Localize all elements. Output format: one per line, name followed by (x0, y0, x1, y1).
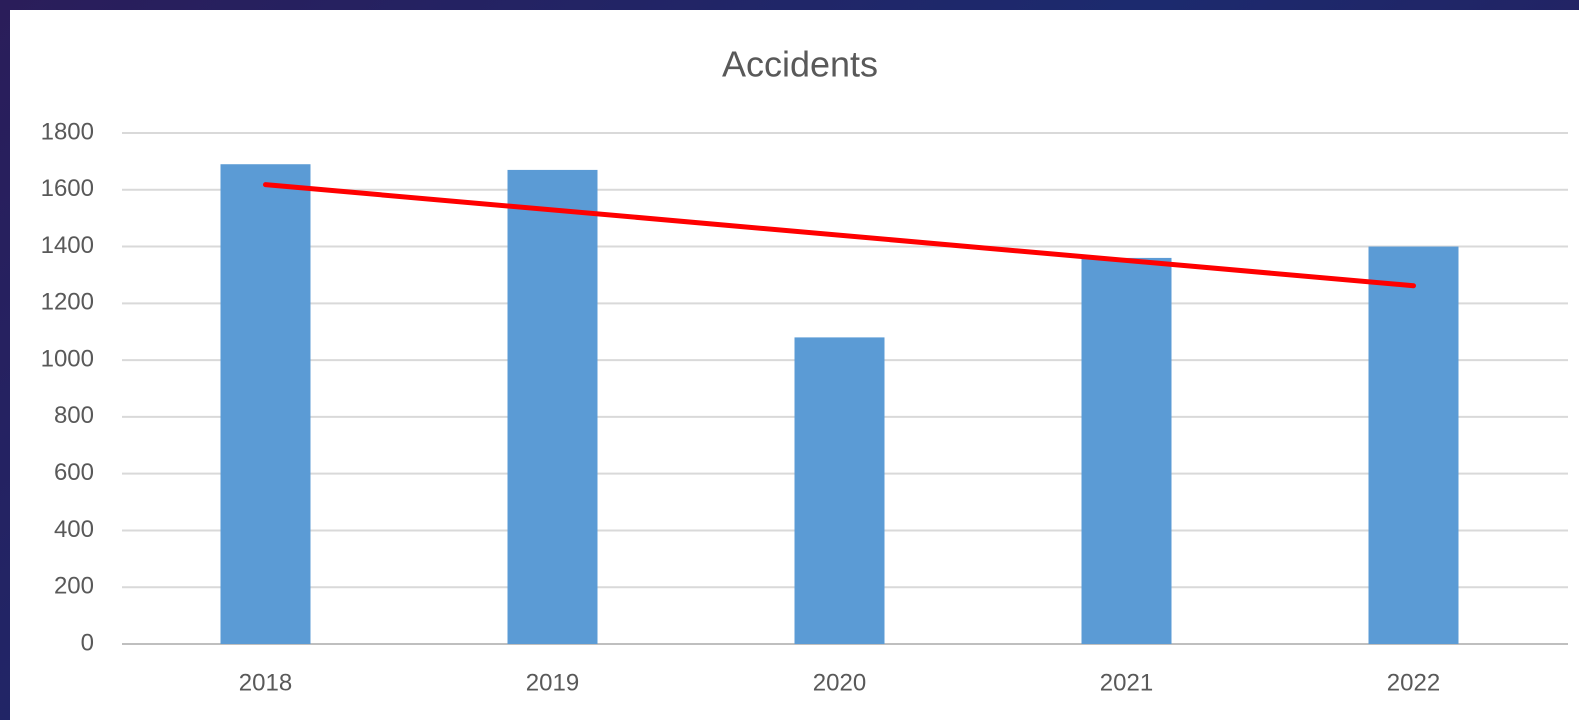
bar (794, 337, 885, 644)
x-tick-label: 2019 (526, 669, 579, 696)
y-tick-label: 600 (54, 459, 94, 486)
x-tick-label: 2020 (813, 669, 866, 696)
bar (220, 164, 311, 644)
y-tick-label: 400 (54, 516, 94, 543)
y-tick-label: 1600 (41, 175, 94, 202)
y-tick-label: 200 (54, 573, 94, 600)
y-tick-label: 0 (81, 629, 94, 656)
y-tick-label: 1800 (41, 118, 94, 145)
chart-title: Accidents (722, 44, 878, 85)
y-tick-label: 1000 (41, 345, 94, 372)
bar (1081, 257, 1172, 644)
y-tick-label: 1400 (41, 232, 94, 259)
x-tick-label: 2022 (1387, 669, 1440, 696)
trendline (263, 182, 1416, 289)
y-tick-label: 800 (54, 402, 94, 429)
x-tick-label: 2018 (239, 669, 292, 696)
y-tick-label: 1200 (41, 289, 94, 316)
bar (1368, 246, 1459, 645)
x-tick-label: 2021 (1100, 669, 1153, 696)
bar (507, 169, 598, 644)
